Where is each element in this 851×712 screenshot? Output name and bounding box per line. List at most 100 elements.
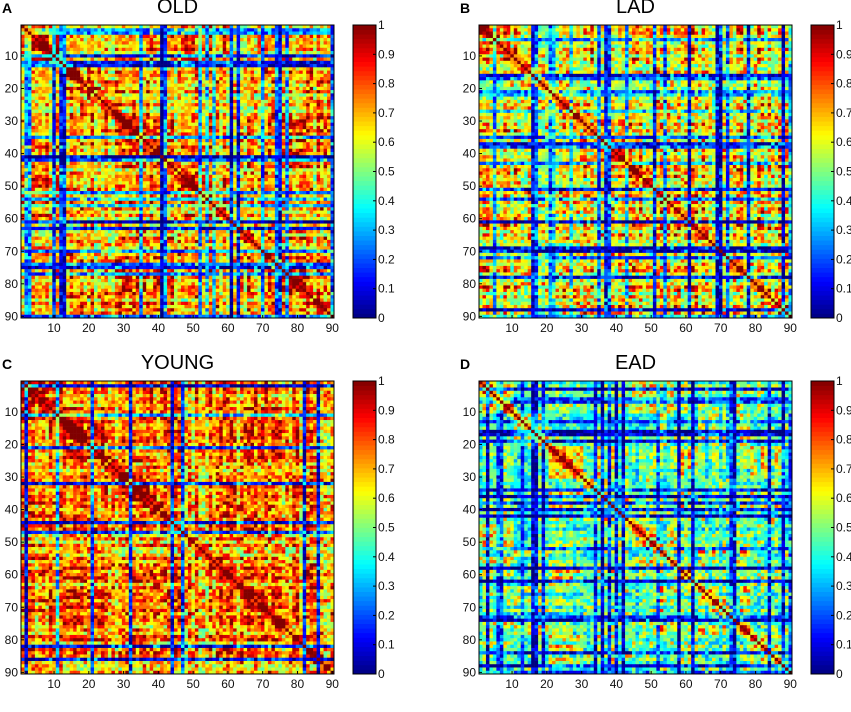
heatmap-cell xyxy=(107,80,112,84)
heatmap-cell xyxy=(80,77,84,81)
heatmap-cell xyxy=(281,148,286,153)
heatmap-cell xyxy=(177,148,182,153)
heatmap-cell xyxy=(260,54,265,58)
heatmap-cell xyxy=(281,38,286,42)
heatmap-cell xyxy=(288,171,293,176)
heatmap-cell xyxy=(160,60,164,65)
heatmap-cell xyxy=(76,28,81,32)
heatmap-cell xyxy=(174,125,178,130)
heatmap-cell xyxy=(48,168,53,172)
heatmap-cell xyxy=(243,51,248,55)
heatmap-cell xyxy=(313,200,317,205)
heatmap-cell xyxy=(274,106,279,110)
heatmap-cell xyxy=(170,38,175,42)
heatmap-cell xyxy=(187,158,192,163)
heatmap-cell xyxy=(260,67,265,71)
heatmap-cell xyxy=(66,138,70,143)
heatmap-cell xyxy=(274,155,279,159)
heatmap-cell xyxy=(201,31,206,36)
heatmap-cell xyxy=(271,34,276,39)
heatmap-cell xyxy=(233,109,237,114)
heatmap-cell xyxy=(177,116,182,120)
heatmap-cell xyxy=(146,142,150,146)
heatmap-cell xyxy=(153,142,157,146)
heatmap-cell xyxy=(327,90,331,94)
heatmap-cell xyxy=(191,158,196,163)
heatmap-cell xyxy=(59,164,64,169)
heatmap-cell xyxy=(316,70,321,75)
heatmap-cell xyxy=(254,96,258,101)
heatmap-cell xyxy=(76,51,81,55)
heatmap-cell xyxy=(62,119,67,123)
heatmap-cell xyxy=(100,181,105,185)
heatmap-cell xyxy=(254,73,258,78)
heatmap-cell xyxy=(66,200,70,205)
heatmap-cell xyxy=(306,129,310,133)
heatmap-cell xyxy=(73,28,77,32)
heatmap-cell xyxy=(198,178,203,182)
heatmap-cell xyxy=(247,28,251,32)
heatmap-cell xyxy=(320,80,324,84)
heatmap-cell xyxy=(194,38,199,42)
heatmap-cell xyxy=(226,184,230,189)
heatmap-cell xyxy=(226,132,230,136)
heatmap-cell xyxy=(34,86,39,91)
heatmap-cell xyxy=(285,57,290,62)
heatmap-cell xyxy=(295,122,300,127)
heatmap-cell xyxy=(160,184,164,189)
heatmap-cell xyxy=(320,57,324,62)
heatmap-cell xyxy=(295,197,300,202)
heatmap-cell xyxy=(170,67,175,71)
heatmap-cell xyxy=(87,161,91,166)
heatmap-cell xyxy=(104,103,109,107)
heatmap-cell xyxy=(257,191,262,195)
heatmap-cell xyxy=(177,174,182,179)
heatmap-cell xyxy=(41,80,46,84)
heatmap-cell xyxy=(167,164,171,169)
heatmap-cell xyxy=(260,197,265,202)
heatmap-cell xyxy=(97,54,102,58)
heatmap-cell xyxy=(132,70,137,75)
heatmap-cell xyxy=(323,161,328,166)
heatmap-cell xyxy=(163,171,168,176)
heatmap-cell xyxy=(142,129,147,133)
heatmap-cell xyxy=(212,142,217,146)
heatmap-cell xyxy=(299,178,303,182)
heatmap-cell xyxy=(69,44,74,49)
heatmap-cell xyxy=(243,155,248,159)
heatmap-cell xyxy=(208,148,213,153)
heatmap-cell xyxy=(100,142,105,146)
heatmap-cell xyxy=(132,171,137,176)
heatmap-cell xyxy=(87,60,91,65)
heatmap-cell xyxy=(34,25,39,29)
heatmap-cell xyxy=(309,122,314,127)
heatmap-cell xyxy=(34,77,39,81)
heatmap-cell xyxy=(121,25,126,29)
heatmap-cell xyxy=(240,83,244,88)
heatmap-cell xyxy=(208,106,213,110)
heatmap-cell xyxy=(327,25,331,29)
heatmap-cell xyxy=(38,155,43,159)
heatmap-cell xyxy=(107,204,112,208)
heatmap-cell xyxy=(69,90,74,94)
heatmap-cell xyxy=(313,168,317,172)
heatmap-cell xyxy=(212,132,217,136)
heatmap-cell xyxy=(222,168,227,172)
heatmap-cell xyxy=(236,197,241,202)
heatmap-cell xyxy=(111,151,116,156)
heatmap-cell xyxy=(45,83,50,88)
heatmap-cell xyxy=(114,34,119,39)
heatmap-cell xyxy=(107,158,112,163)
heatmap-cell xyxy=(191,41,196,45)
heatmap-cell xyxy=(125,145,130,150)
heatmap-cell xyxy=(288,31,293,36)
heatmap-cell xyxy=(69,125,74,130)
heatmap-cell xyxy=(212,109,217,114)
heatmap-cell xyxy=(313,116,317,120)
heatmap-cell xyxy=(201,116,206,120)
heatmap-cell xyxy=(107,103,112,107)
heatmap-cell xyxy=(254,194,258,198)
heatmap-cell xyxy=(139,38,144,42)
heatmap-cell xyxy=(177,28,182,32)
heatmap-cell xyxy=(100,178,105,182)
